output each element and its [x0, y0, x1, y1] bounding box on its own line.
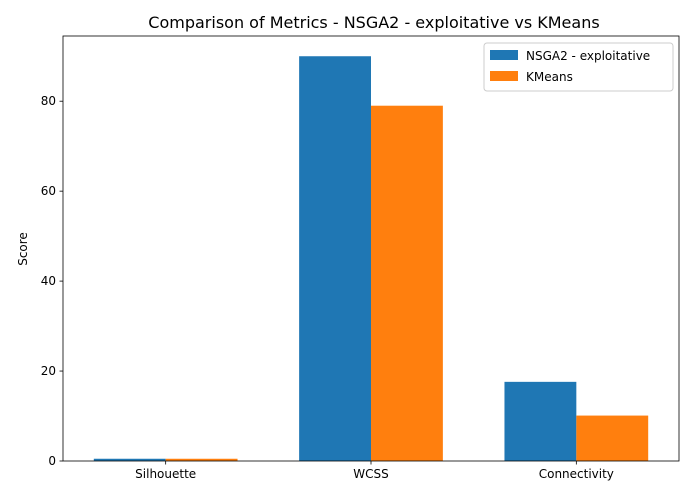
y-tick-label: 60 — [41, 184, 56, 198]
legend-swatch — [490, 71, 518, 81]
legend-box — [483, 42, 674, 92]
legend-swatch — [490, 50, 518, 60]
y-tick-label: 40 — [41, 274, 56, 288]
bar-connectivity-kmeans — [576, 415, 649, 461]
legend: NSGA2 - exploitative KMeans — [483, 42, 674, 92]
x-tick-label: WCSS — [353, 467, 388, 481]
legend-label: KMeans — [526, 70, 573, 84]
chart-title: Comparison of Metrics - NSGA2 - exploita… — [148, 13, 599, 32]
bar-silhouette-nsga2 — [93, 458, 166, 461]
bar-wcss-kmeans — [371, 105, 443, 462]
legend-label: NSGA2 - exploitative — [526, 49, 650, 63]
plot-area: 0 20 40 60 80 Silhouette WCSS Connectivity — [41, 35, 680, 481]
x-tick-label: Silhouette — [135, 467, 196, 481]
y-tick-label: 20 — [41, 364, 56, 378]
bar-silhouette-kmeans — [165, 458, 238, 461]
bar-wcss-nsga2 — [299, 56, 371, 461]
y-tick-label: 80 — [41, 94, 56, 108]
x-tick-label: Connectivity — [539, 467, 614, 481]
y-axis-label: Score — [16, 232, 30, 266]
bar-connectivity-nsga2 — [504, 381, 577, 461]
y-tick-label: 0 — [48, 454, 56, 468]
